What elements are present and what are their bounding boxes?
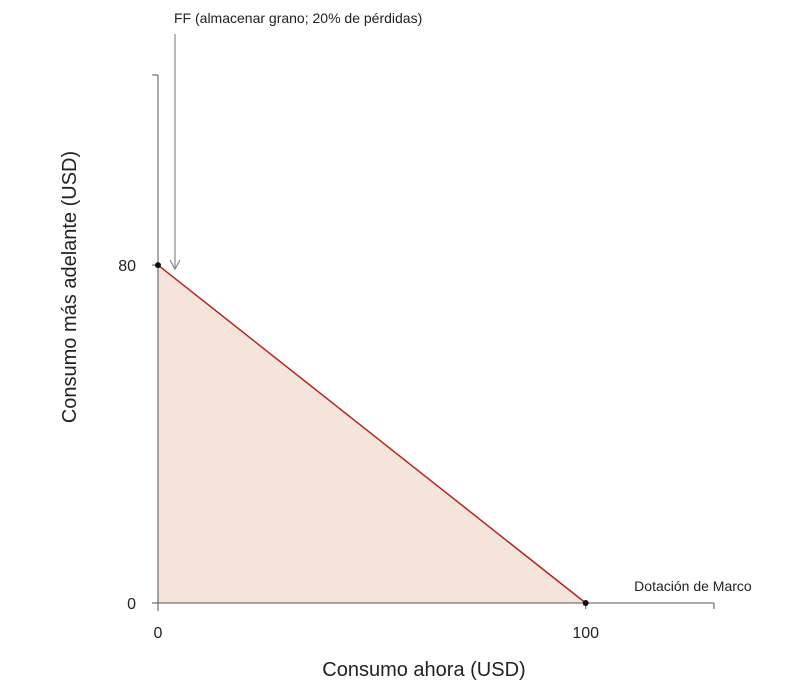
series [157, 264, 587, 604]
ff-annotation-arrowhead [169, 259, 181, 271]
series-line-ff [157, 264, 587, 604]
endowment-annotation-label: Dotación de Marco [634, 578, 752, 594]
point-dotacion-de-marco [582, 600, 589, 606]
point-ff-intercept [155, 262, 161, 269]
y-axis-title: Consumo más adelante (USD) [59, 151, 81, 423]
y-tick-label: 80 [118, 258, 136, 275]
x-tick-label: 100 [572, 625, 599, 642]
x-ticks: 0 100 [154, 603, 599, 642]
y-ticks: 0 80 [118, 258, 158, 613]
y-tick-label: 0 [127, 596, 136, 613]
ff-annotation-label: FF (almacenar grano; 20% de pérdidas) [174, 10, 422, 26]
x-tick-label: 0 [154, 625, 163, 642]
key-points [155, 262, 589, 606]
x-axis-title: Consumo ahora (USD) [322, 659, 525, 681]
